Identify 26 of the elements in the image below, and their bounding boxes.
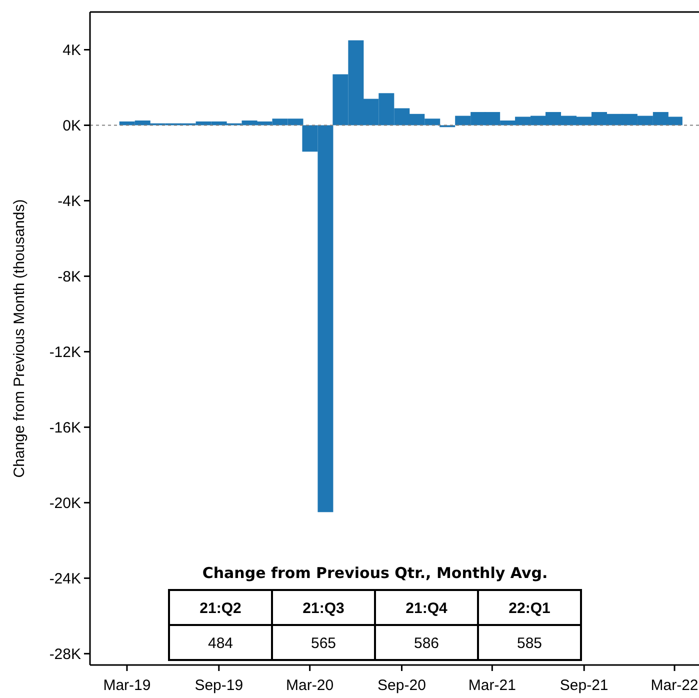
x-tick-label: Mar-21	[468, 677, 516, 694]
x-tick-label: Mar-22	[650, 677, 698, 694]
annotation: 22:Q1	[508, 600, 550, 617]
x-tick-label: Sep-20	[378, 677, 426, 694]
y-tick-label: -28K	[49, 646, 81, 663]
y-tick-label: -4K	[58, 192, 81, 210]
annotation: 21:Q2	[200, 600, 242, 617]
x-tick-label: Mar-19	[103, 677, 151, 694]
annotation: 21:Q4	[406, 600, 448, 617]
y-tick-label: -12K	[49, 344, 81, 361]
x-tick-label: Sep-19	[194, 677, 244, 694]
annotation: 586	[414, 634, 440, 652]
annotation: 565	[310, 634, 336, 652]
y-tick-label: 4K	[62, 42, 81, 59]
annotation: Change from Previous Qtr., Monthly Avg.	[202, 564, 548, 582]
y-tick-label: 0K	[62, 117, 81, 134]
x-tick-label: Sep-21	[560, 677, 608, 694]
annotation: 21:Q3	[302, 600, 344, 617]
y-tick-label: -8K	[58, 268, 81, 286]
annotation: 585	[516, 634, 542, 652]
y-axis-title: Change from Previous Month (thousands)	[11, 199, 28, 478]
annotation: 484	[208, 634, 234, 652]
y-tick-label: -16K	[49, 419, 81, 436]
x-tick-label: Mar-20	[286, 677, 334, 694]
y-tick-label: -24K	[49, 570, 81, 588]
y-tick-label: -20K	[49, 494, 81, 512]
